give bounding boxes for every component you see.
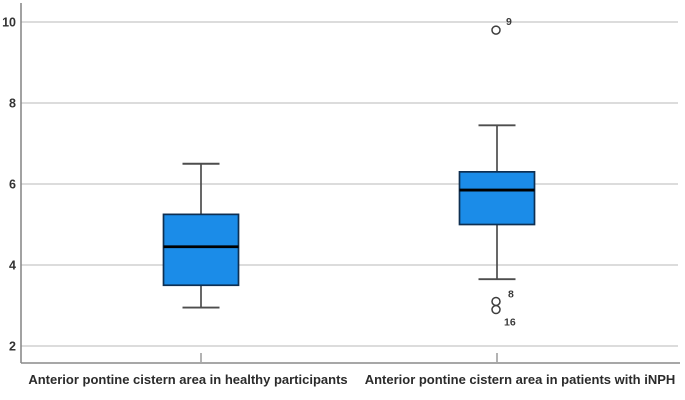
y-tick-label: 4	[9, 259, 16, 273]
y-tick-label: 10	[2, 16, 16, 30]
outlier-point	[491, 304, 501, 315]
iqr-box	[458, 171, 536, 226]
outlier-case-label: 9	[506, 16, 512, 28]
category-label: Anterior pontine cistern area in healthy…	[28, 372, 347, 387]
y-tick-label: 8	[9, 97, 16, 111]
y-tick-label: 6	[9, 178, 16, 192]
category-label: Anterior pontine cistern area in patient…	[365, 372, 676, 387]
outlier-point	[491, 296, 501, 307]
y-tick-label: 2	[9, 340, 16, 354]
outlier-case-label: 8	[508, 288, 514, 300]
outlier-point	[491, 25, 501, 35]
iqr-box	[162, 213, 240, 287]
outlier-case-label: 16	[504, 317, 516, 329]
